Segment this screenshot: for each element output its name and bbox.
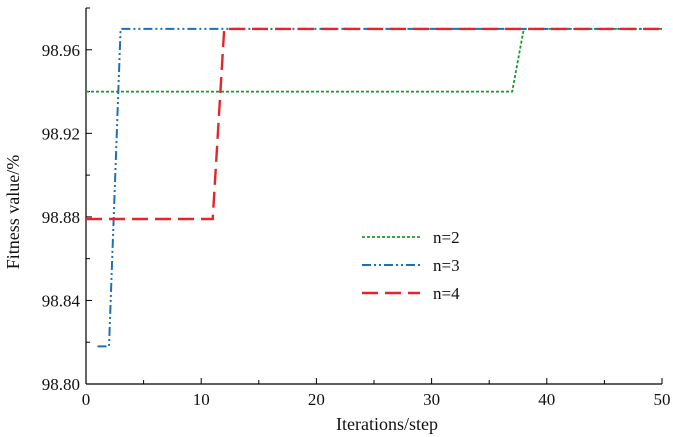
x-tick-label: 20: [308, 390, 325, 409]
y-axis-label: Fitness value/%: [3, 155, 23, 270]
x-tick-label: 0: [82, 390, 91, 409]
legend-label: n=3: [433, 256, 460, 275]
series-group: [86, 27, 662, 348]
x-tick-label: 40: [538, 390, 555, 409]
y-tick-label: 98.92: [42, 124, 80, 143]
y-tick-label: 98.84: [42, 291, 81, 310]
legend: n=2 n=3 n=4: [362, 228, 460, 303]
x-tick-label: 50: [654, 390, 671, 409]
y-tick-label: 98.88: [42, 208, 80, 227]
legend-label: n=2: [433, 228, 460, 247]
y-tick-label: 98.96: [42, 41, 80, 60]
x-axis-label: Iterations/step: [336, 414, 438, 434]
series-line-n4: [86, 27, 662, 221]
y-tick-label: 98.80: [42, 375, 80, 394]
series-line-n3: [97, 27, 662, 348]
x-tick-label: 10: [193, 390, 210, 409]
x-tick-label: 30: [423, 390, 440, 409]
legend-label: n=4: [433, 284, 460, 303]
axes: 0 10 20 30 40 50 98.80 98.84 98.88 98.92 98.96: [42, 7, 671, 409]
series-line-n2: [86, 27, 662, 93]
